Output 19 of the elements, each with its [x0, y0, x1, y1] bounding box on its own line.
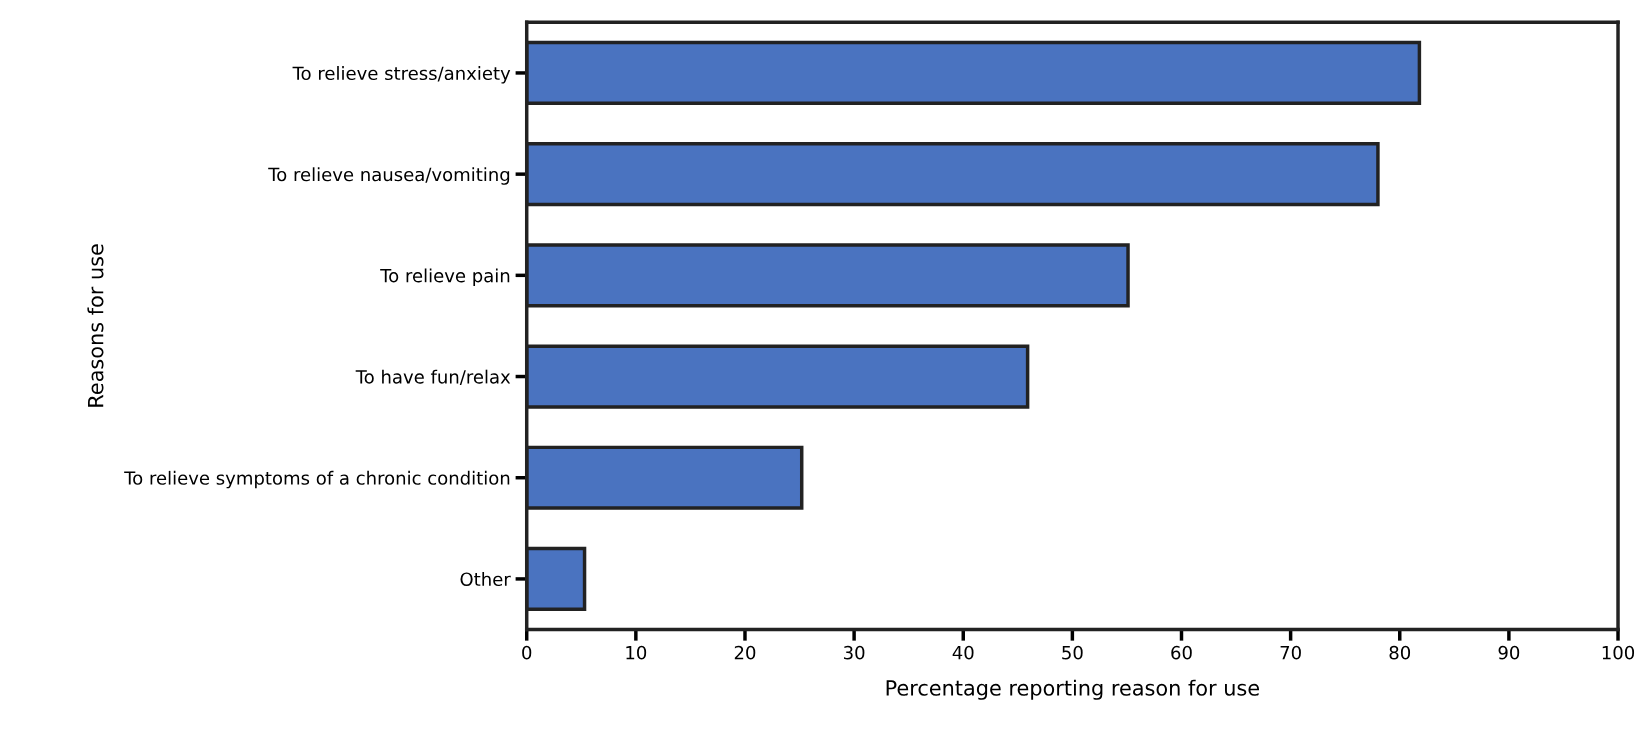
- x-tick-label: 20: [734, 645, 756, 660]
- x-tick-label: 10: [626, 645, 647, 660]
- y-tick-label: To relieve stress/anxiety: [292, 66, 511, 84]
- y-tick-label: To have fun/relax: [355, 369, 511, 386]
- y-axis-title: Reasons for use: [87, 244, 104, 407]
- x-axis-title: Percentage reporting reason for use: [886, 679, 1260, 700]
- x-tick-label: 70: [1280, 645, 1301, 660]
- x-tick-label: 60: [1171, 645, 1192, 660]
- x-tick-label: 50: [1062, 645, 1083, 660]
- x-tick-label: 90: [1498, 645, 1520, 660]
- x-tick-label: 80: [1389, 645, 1411, 660]
- x-tick-label: 0: [522, 645, 532, 660]
- y-tick-label: To relieve pain: [380, 268, 510, 286]
- y-tick-label: To relieve symptoms of a chronic condition: [124, 470, 510, 489]
- y-tick-label: Other: [460, 572, 511, 587]
- x-tick-label: 100: [1602, 645, 1635, 660]
- x-tick-label: 40: [952, 645, 974, 660]
- x-tick-label: 30: [844, 645, 865, 660]
- y-tick-label: To relieve nausea/vomiting: [268, 167, 510, 185]
